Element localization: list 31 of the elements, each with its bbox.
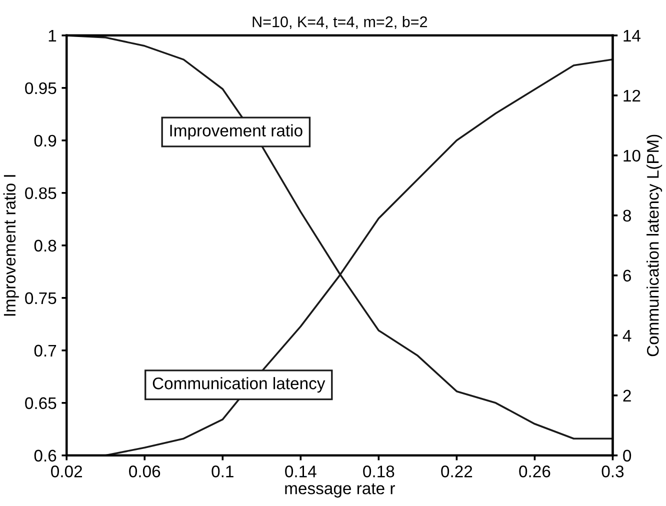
y2-tick-label: 0 [623, 450, 632, 462]
y-tick-label: 0.85 [25, 187, 56, 200]
series-label: Communication latency [152, 377, 326, 393]
y-tick-label: 0.8 [34, 240, 56, 252]
y2-tick-label: 6 [623, 270, 631, 282]
x-tick-label: 0.06 [129, 466, 160, 478]
chart-title: N=10, K=4, t=4, m=2, b=2 [252, 16, 428, 30]
x-tick-label: 0.1 [212, 466, 234, 478]
x-tick-label: 0.26 [519, 466, 550, 478]
y2-tick-label: 4 [622, 330, 632, 342]
series-label: Improvement ratio [170, 124, 302, 140]
y-axis-title: Improvement ratio I [3, 175, 19, 316]
y-tick-label: 0.65 [25, 397, 56, 410]
y2-tick-label: 14 [624, 30, 640, 42]
y2-tick-label: 2 [623, 390, 631, 402]
y2-tick-label: 8 [623, 210, 631, 222]
x-tick-label: 0.14 [285, 466, 316, 478]
y-tick-label: 0.7 [34, 344, 56, 357]
x-tick-label: 0.18 [363, 466, 394, 478]
x-tick-label: 0.3 [602, 466, 624, 478]
y-tick-label: 0.9 [34, 134, 56, 147]
x-tick-label: 0.02 [51, 466, 82, 478]
y-tick-label: 0.95 [25, 82, 56, 94]
y-tick-label: 0.75 [25, 292, 56, 304]
y2-tick-label: 12 [624, 90, 640, 102]
y2-tick-label: 10 [624, 150, 640, 162]
y-tick-label: 0.6 [34, 450, 56, 462]
x-axis-title: message rate r [285, 483, 395, 498]
x-tick-label: 0.22 [441, 466, 472, 478]
y2-axis-title: Communication latency L(PM) [646, 134, 662, 356]
y-tick-label: 1 [48, 30, 56, 42]
